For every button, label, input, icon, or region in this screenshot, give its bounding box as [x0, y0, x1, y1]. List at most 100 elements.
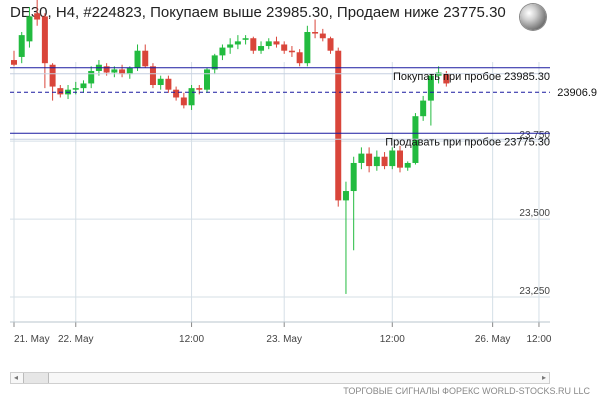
candle: [258, 41, 265, 54]
candle: [196, 85, 203, 95]
footer-credit: ТОРГОВЫЕ СИГНАЛЫ ФОРЕКС WORLD-STOCKS.RU …: [343, 386, 590, 396]
candle: [219, 44, 226, 61]
candle-body: [204, 69, 210, 90]
x-tick-label: 12:00: [179, 334, 204, 345]
candle-body: [57, 88, 64, 95]
candle-body: [319, 33, 326, 39]
candle: [335, 47, 342, 207]
x-tick-label: 12:00: [380, 334, 405, 345]
candle: [273, 36, 280, 48]
candle: [427, 74, 434, 126]
signal-level-label: Продавать при пробое 23775.30: [385, 136, 550, 148]
candle: [319, 28, 326, 42]
candle: [296, 49, 303, 67]
candle: [381, 152, 388, 170]
candle-body: [165, 78, 172, 90]
candle-body: [389, 150, 396, 167]
scroll-thumb[interactable]: [23, 373, 49, 383]
x-tick-label: 23. May: [266, 334, 302, 345]
candle-body: [34, 13, 41, 20]
candle-body: [196, 88, 203, 90]
candle-body: [26, 16, 33, 42]
candle: [57, 85, 64, 98]
candle: [366, 147, 373, 173]
candle-body: [358, 153, 365, 163]
candle: [304, 25, 311, 67]
candle-body: [18, 35, 25, 57]
candle: [373, 150, 380, 171]
candle-body: [366, 153, 373, 167]
candle-body: [41, 16, 48, 64]
candle-body: [126, 67, 133, 75]
candle: [234, 35, 241, 50]
candle-body: [312, 32, 319, 34]
x-tick-label: 26. May: [475, 334, 511, 345]
candle: [404, 161, 411, 171]
candle-body: [188, 88, 195, 106]
y-tick-label: 23,500: [519, 208, 550, 219]
candle-body: [335, 50, 342, 201]
candle: [80, 80, 87, 93]
candle: [327, 36, 334, 54]
candle: [165, 75, 172, 93]
y-tick-label: 23,250: [519, 286, 550, 297]
candle: [49, 63, 56, 101]
globe-icon[interactable]: [520, 4, 546, 30]
candle: [312, 19, 319, 39]
candle: [88, 66, 95, 89]
x-tick-label: 21. May: [14, 334, 50, 345]
candle-body: [304, 32, 311, 64]
candle: [119, 64, 126, 78]
candle-body: [404, 162, 411, 168]
candle: [420, 95, 427, 121]
horizontal-scrollbar[interactable]: ◂ ▸: [10, 372, 550, 384]
candle-body: [103, 66, 110, 73]
candle: [173, 86, 180, 101]
candle: [227, 38, 234, 54]
candle: [358, 147, 365, 170]
candle-body: [327, 38, 334, 51]
candle-body: [134, 50, 141, 68]
candle-body: [258, 46, 265, 51]
candlestick-chart: 23,250 23,500 23,750 21. May 22. May 12:00 23.…: [10, 0, 597, 345]
candle-body: [180, 97, 187, 106]
candle: [211, 53, 218, 75]
candle-body: [11, 60, 17, 65]
candle-body: [288, 50, 295, 53]
candle: [180, 92, 187, 109]
candle-body: [111, 69, 118, 73]
candle-body: [119, 69, 126, 75]
candle: [157, 75, 164, 90]
candle-body: [350, 162, 357, 192]
candle-body: [234, 41, 241, 45]
candle: [126, 66, 133, 79]
candle-body: [381, 156, 388, 167]
signal-level-label: Покупать при пробое 23985.30: [393, 71, 550, 83]
candle: [242, 35, 249, 45]
candle: [281, 41, 288, 54]
scroll-right-arrow-icon[interactable]: ▸: [541, 373, 546, 382]
candle: [41, 13, 48, 89]
candle: [142, 44, 149, 68]
candle-body: [49, 64, 56, 87]
candle: [34, 0, 41, 26]
candle: [204, 67, 210, 93]
candle-body: [373, 156, 380, 167]
candle-body: [242, 38, 249, 40]
candle-body: [173, 89, 180, 98]
candle-body: [211, 55, 218, 70]
x-tick-label: 22. May: [58, 334, 94, 345]
candle-body: [273, 41, 280, 45]
x-tick-label: 12:00: [526, 334, 551, 345]
candle-body: [219, 47, 226, 56]
candle: [188, 85, 195, 110]
scroll-left-arrow-icon[interactable]: ◂: [13, 373, 18, 382]
candle: [26, 7, 33, 48]
candle-body: [142, 50, 149, 67]
candle: [342, 181, 349, 294]
y-tick-label: 23,750: [519, 130, 550, 141]
candle: [134, 44, 141, 71]
candle-body: [88, 70, 95, 84]
candle: [389, 147, 396, 170]
candle-body: [443, 74, 450, 84]
